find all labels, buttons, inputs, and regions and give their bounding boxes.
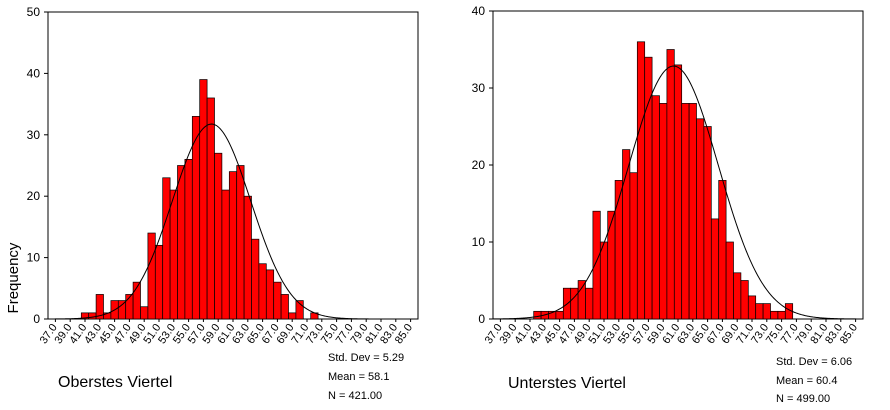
histogram-bar	[755, 303, 764, 320]
histogram-oberstes-viertel: 0102030405037.039.041.043.045.047.049.05…	[27, 5, 419, 346]
histogram-bar	[703, 126, 712, 320]
y-tick-label: 20	[472, 158, 486, 172]
histogram-bar	[777, 310, 786, 320]
y-tick-label: 0	[33, 312, 40, 326]
histogram-bar	[607, 210, 616, 320]
histogram-bar	[577, 280, 586, 320]
histogram-bar	[681, 103, 690, 320]
histogram-bar	[199, 79, 208, 320]
histogram-bar	[733, 272, 742, 320]
y-tick-label: 10	[472, 235, 486, 249]
y-tick-label: 50	[27, 5, 41, 19]
y-tick-label: 40	[27, 66, 41, 80]
stat-stddev-left: Std. Dev = 5.29	[328, 352, 404, 364]
histogram-bar	[688, 103, 697, 320]
histogram-bar	[614, 180, 623, 320]
histogram-bar	[184, 159, 193, 320]
histogram-bar	[533, 310, 542, 320]
normal-curve	[48, 123, 418, 320]
x-tick-label: 85.0	[393, 322, 415, 346]
histogram-bar	[273, 281, 282, 320]
stat-n-left: N = 421.00	[328, 390, 382, 402]
histogram-bar	[570, 287, 579, 320]
histogram-bar	[154, 244, 164, 320]
histogram-bar	[651, 95, 660, 320]
histogram-bar	[140, 306, 149, 320]
histogram-bar	[236, 165, 245, 320]
histogram-bar	[147, 232, 156, 320]
histogram-bar	[280, 294, 289, 320]
histogram-bar	[696, 118, 705, 320]
histogram-bar	[206, 97, 215, 320]
histogram-bar	[169, 189, 178, 320]
histogram-bar	[599, 241, 609, 320]
histogram-bar	[258, 263, 267, 320]
y-tick-label: 30	[472, 81, 486, 95]
histogram-bar	[214, 152, 223, 320]
histogram-bar	[636, 41, 646, 320]
histogram-bar	[177, 165, 186, 320]
histogram-bar	[228, 171, 238, 320]
y-tick-label: 20	[27, 189, 41, 203]
y-tick-label: 30	[27, 128, 41, 142]
histogram-bar	[659, 103, 668, 320]
y-tick-label: 40	[472, 4, 486, 18]
chart-title-right: Unterstes Viertel	[508, 375, 626, 392]
histogram-bar	[770, 310, 779, 320]
histogram-bar	[221, 189, 230, 320]
histogram-bar	[162, 177, 171, 320]
histogram-bar	[251, 238, 260, 320]
histogram-bar	[585, 287, 594, 320]
histogram-bar	[117, 300, 127, 320]
stat-n-right: N = 499.00	[776, 393, 830, 405]
stat-mean-left: Mean = 58.1	[328, 371, 389, 383]
y-axis-label: Frequency	[5, 242, 22, 313]
histogram-bar	[555, 310, 564, 320]
histogram-bar	[725, 241, 734, 320]
histogram-bar	[747, 295, 757, 320]
x-tick-label: 85.0	[838, 322, 860, 346]
histogram-bar	[191, 116, 201, 320]
histogram-bar	[673, 64, 683, 320]
histogram-bar	[710, 218, 720, 320]
histogram-bar	[288, 312, 297, 320]
histogram-bar	[740, 280, 749, 320]
histogram-bar	[629, 172, 638, 320]
y-tick-label: 0	[478, 312, 485, 326]
histogram-bar	[718, 180, 727, 320]
y-tick-label: 10	[27, 251, 41, 265]
histogram-bar	[762, 303, 771, 320]
histogram-bar	[592, 210, 601, 320]
histogram-unterstes-viertel: 01020304037.039.041.043.045.047.049.051.…	[472, 4, 864, 346]
chart-title-left: Oberstes Viertel	[58, 374, 172, 391]
histogram-bar	[243, 195, 252, 320]
histogram-bar	[88, 312, 97, 320]
stat-stddev-right: Std. Dev = 6.06	[776, 356, 852, 368]
histogram-bar	[295, 300, 304, 320]
stat-mean-right: Mean = 60.4	[776, 375, 837, 387]
histogram-bar	[666, 49, 675, 320]
histogram-bar	[132, 281, 141, 320]
histogram-bar	[265, 269, 275, 320]
normal-curve	[493, 65, 864, 320]
